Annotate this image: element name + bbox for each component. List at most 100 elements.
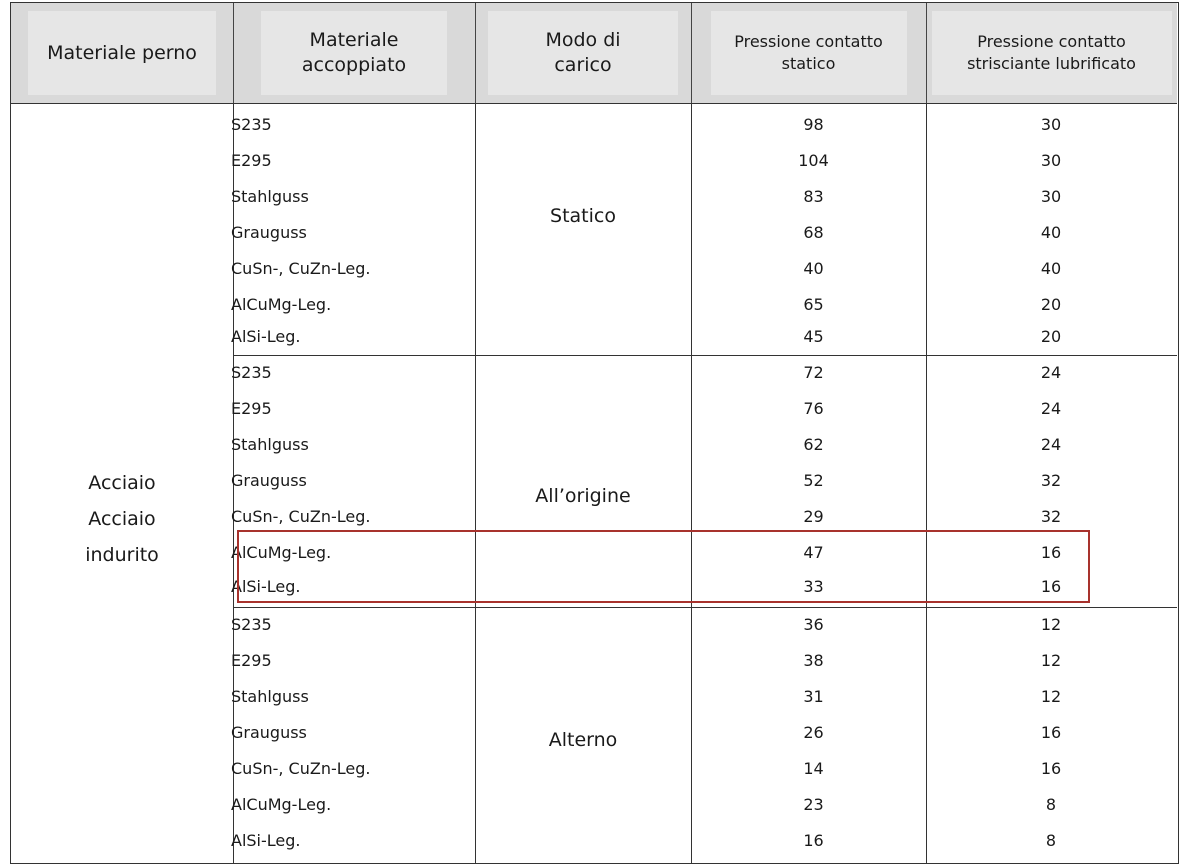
table-row: AlSi-Leg. 33 16	[11, 569, 1177, 605]
pressione-lubrificato-cell: 20	[1040, 295, 1062, 314]
header-modo-carico: Modo di carico	[475, 3, 691, 103]
table-row: S235 98 30	[11, 107, 1177, 143]
pressione-statico-cell: 23	[803, 795, 824, 814]
materiale-accoppiato-cell: CuSn-, CuZn-Leg.	[231, 759, 371, 778]
pressione-statico-cell: 36	[803, 615, 824, 634]
pressione-lubrificato-cell: 24	[1040, 363, 1062, 382]
pressione-statico-cell: 52	[803, 471, 824, 490]
materiale-accoppiato-cell: AlSi-Leg.	[231, 327, 301, 346]
materiale-accoppiato-cell: AlCuMg-Leg.	[231, 543, 332, 562]
modo-carico-statico: Statico	[550, 205, 616, 227]
column-divider	[475, 103, 476, 863]
pressione-lubrificato-cell: 32	[1040, 507, 1062, 526]
table-row: S235 72 24	[11, 355, 1177, 391]
pressione-lubrificato-cell: 40	[1040, 223, 1062, 242]
header-pressione-statico-text: Pressione contatto statico	[734, 32, 883, 73]
pressione-lubrificato-cell: 30	[1040, 151, 1062, 170]
pressione-lubrificato-cell: 16	[1040, 543, 1062, 562]
table-row: AlCuMg-Leg. 65 20	[11, 287, 1177, 323]
materiale-accoppiato-cell: CuSn-, CuZn-Leg.	[231, 507, 371, 526]
pressione-statico-cell: 45	[803, 327, 824, 346]
materiale-accoppiato-cell: Stahlguss	[231, 687, 309, 706]
header-materiale-accoppiato-text: Materiale accoppiato	[301, 29, 407, 76]
materiale-accoppiato-cell: S235	[231, 115, 272, 134]
pressione-statico-cell: 29	[803, 507, 824, 526]
pressione-statico-cell: 33	[803, 577, 824, 596]
column-divider	[691, 103, 692, 863]
pressione-statico-cell: 104	[798, 151, 829, 170]
pressione-lubrificato-cell: 40	[1040, 259, 1062, 278]
materiale-accoppiato-cell: Grauguss	[231, 471, 307, 490]
table-row: S235 36 12	[11, 607, 1177, 643]
materiale-accoppiato-cell: Stahlguss	[231, 435, 309, 454]
table-row: Stahlguss 31 12	[11, 679, 1177, 715]
materiale-accoppiato-cell: Grauguss	[231, 723, 307, 742]
table-row: AlCuMg-Leg. 23 8	[11, 787, 1177, 823]
pressione-lubrificato-cell: 20	[1040, 327, 1062, 346]
table-row: Grauguss 52 32	[11, 463, 1177, 499]
pressione-lubrificato-cell: 12	[1040, 651, 1062, 670]
table-row: Grauguss 68 40	[11, 215, 1177, 251]
materiale-accoppiato-cell: AlSi-Leg.	[231, 577, 301, 596]
header-materiale-perno: Materiale perno	[11, 3, 233, 103]
materiale-accoppiato-cell: Grauguss	[231, 223, 307, 242]
pressione-lubrificato-cell: 16	[1040, 759, 1062, 778]
materiale-accoppiato-cell: AlCuMg-Leg.	[231, 295, 332, 314]
table-row: CuSn-, CuZn-Leg. 14 16	[11, 751, 1177, 787]
highlight-box	[237, 530, 1090, 603]
table-row: E295 76 24	[11, 391, 1177, 427]
materiale-accoppiato-cell: E295	[231, 399, 272, 418]
materiale-accoppiato-cell: S235	[231, 363, 272, 382]
column-divider	[926, 103, 927, 863]
header-divider	[233, 3, 234, 103]
pressione-statico-cell: 40	[803, 259, 824, 278]
header-pressione-lubrificato: Pressione contatto strisciante lubrifica…	[926, 3, 1177, 103]
pressione-statico-cell: 47	[803, 543, 824, 562]
header-pressione-lubrificato-text: Pressione contatto strisciante lubrifica…	[967, 32, 1136, 73]
pressione-lubrificato-cell: 8	[1045, 831, 1057, 850]
pressione-statico-cell: 16	[803, 831, 824, 850]
materiale-accoppiato-cell: Stahlguss	[231, 187, 309, 206]
header-divider	[475, 3, 476, 103]
pressione-lubrificato-cell: 30	[1040, 187, 1062, 206]
pressione-lubrificato-cell: 12	[1040, 615, 1062, 634]
pressione-statico-cell: 98	[803, 115, 824, 134]
pressione-lubrificato-cell: 32	[1040, 471, 1062, 490]
header-pressione-statico: Pressione contatto statico	[691, 3, 926, 103]
pressione-statico-cell: 31	[803, 687, 824, 706]
table-row: CuSn-, CuZn-Leg. 40 40	[11, 251, 1177, 287]
pressione-statico-cell: 14	[803, 759, 824, 778]
pressione-lubrificato-cell: 16	[1040, 723, 1062, 742]
table-row: Stahlguss 83 30	[11, 179, 1177, 215]
materiale-accoppiato-cell: E295	[231, 651, 272, 670]
pressione-lubrificato-cell: 30	[1040, 115, 1062, 134]
table-row: AlSi-Leg. 16 8	[11, 823, 1177, 859]
group-divider	[233, 355, 1177, 356]
table-row: AlSi-Leg. 45 20	[11, 319, 1177, 355]
materiale-accoppiato-cell: CuSn-, CuZn-Leg.	[231, 259, 371, 278]
materiale-perno-line: Acciaio	[88, 472, 156, 494]
table-header: Materiale perno Materiale accoppiato Mod…	[11, 3, 1177, 104]
table-row: E295 38 12	[11, 643, 1177, 679]
materiale-perno-line: indurito	[85, 544, 159, 566]
pressione-statico-cell: 76	[803, 399, 824, 418]
pressione-statico-cell: 72	[803, 363, 824, 382]
pressione-lubrificato-cell: 16	[1040, 577, 1062, 596]
materiale-perno-line: Acciaio	[88, 508, 156, 530]
column-divider	[233, 103, 234, 863]
pressure-table: Materiale perno Materiale accoppiato Mod…	[10, 2, 1179, 864]
table-row: E295 104 30	[11, 143, 1177, 179]
table-row: CuSn-, CuZn-Leg. 29 32	[11, 499, 1177, 535]
materiale-accoppiato-cell: S235	[231, 615, 272, 634]
table-row: Stahlguss 62 24	[11, 427, 1177, 463]
header-materiale-perno-text: Materiale perno	[47, 41, 197, 64]
pressione-statico-cell: 68	[803, 223, 824, 242]
materiale-accoppiato-cell: AlCuMg-Leg.	[231, 795, 332, 814]
pressione-statico-cell: 62	[803, 435, 824, 454]
pressione-statico-cell: 83	[803, 187, 824, 206]
materiale-accoppiato-cell: E295	[231, 151, 272, 170]
pressione-lubrificato-cell: 24	[1040, 399, 1062, 418]
pressione-lubrificato-cell: 24	[1040, 435, 1062, 454]
pressione-statico-cell: 38	[803, 651, 824, 670]
header-materiale-accoppiato: Materiale accoppiato	[233, 3, 475, 103]
